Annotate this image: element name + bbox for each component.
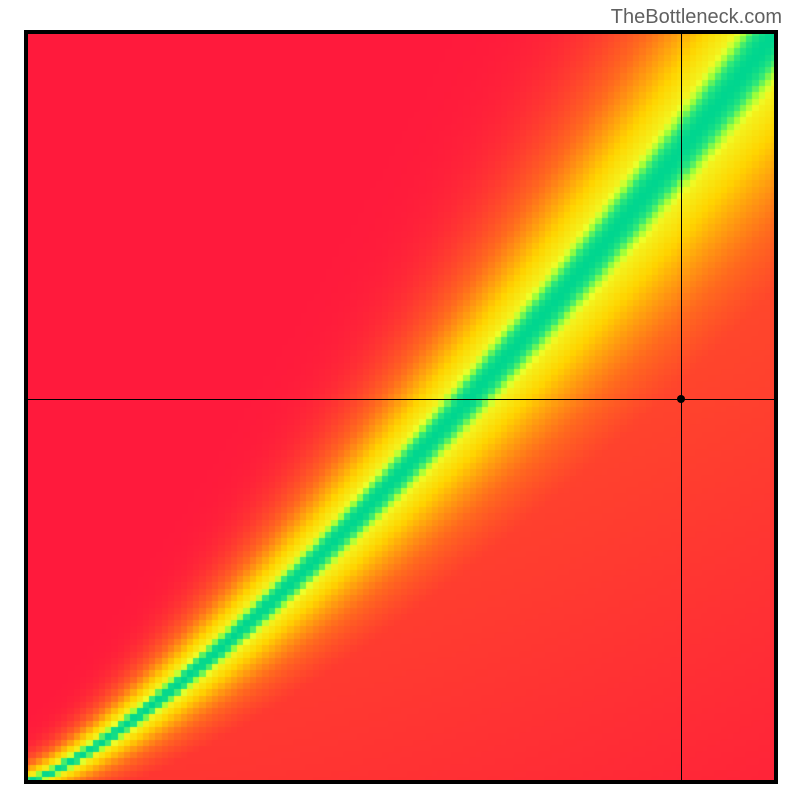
- crosshair-vertical: [681, 34, 682, 780]
- heatmap-plot: [24, 30, 778, 784]
- chart-container: TheBottleneck.com: [0, 0, 800, 800]
- watermark-text: TheBottleneck.com: [611, 6, 782, 29]
- crosshair-horizontal: [28, 399, 774, 400]
- heatmap-canvas: [24, 30, 778, 784]
